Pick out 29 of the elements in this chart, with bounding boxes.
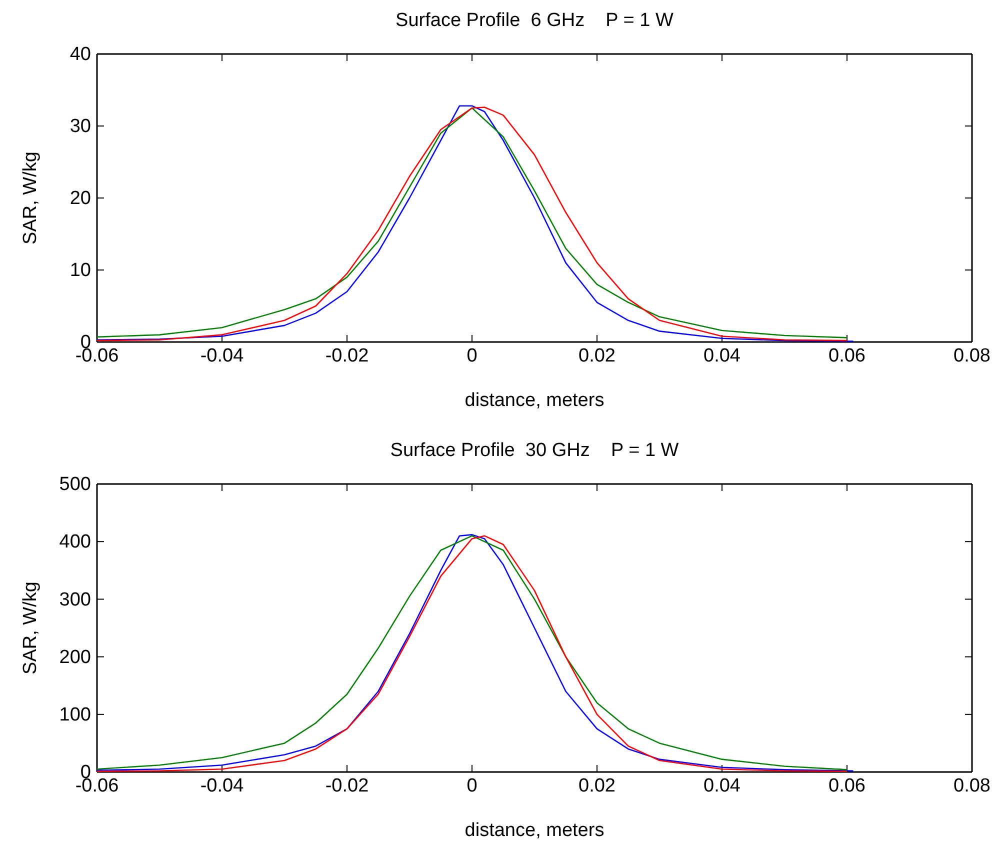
y-tick-label: 200 bbox=[59, 646, 91, 668]
x-tick-label: 0.04 bbox=[704, 345, 741, 366]
y-tick-label: 400 bbox=[59, 532, 91, 553]
x-axis-title: distance, meters bbox=[464, 820, 604, 841]
x-tick-label: 0.06 bbox=[828, 775, 866, 796]
x-tick-label: -0.04 bbox=[200, 345, 244, 366]
x-tick-label: 0 bbox=[466, 775, 478, 796]
y-tick-label: 300 bbox=[59, 589, 91, 610]
x-tick-label: 0 bbox=[466, 345, 478, 366]
x-tick-label: 0.06 bbox=[828, 345, 866, 366]
chart-title: Surface Profile 6 GHz P = 1 W bbox=[396, 10, 674, 31]
chart-title: Surface Profile 30 GHz P = 1 W bbox=[390, 440, 679, 461]
x-tick-label: 0.02 bbox=[578, 775, 616, 796]
y-tick-label: 20 bbox=[70, 188, 91, 210]
y-axis-title: SAR, W/kg bbox=[20, 152, 41, 244]
x-tick-label: 0.02 bbox=[578, 345, 616, 366]
y-tick-label: 100 bbox=[59, 704, 91, 726]
x-tick-label: 0.04 bbox=[704, 775, 741, 796]
y-tick-label: 40 bbox=[70, 44, 91, 66]
y-tick-label: 30 bbox=[70, 116, 91, 138]
x-tick-label: -0.02 bbox=[325, 775, 369, 796]
x-tick-label: 0.08 bbox=[954, 775, 990, 796]
x-tick-label: -0.04 bbox=[200, 775, 244, 796]
x-axis-title: distance, meters bbox=[464, 390, 604, 411]
y-tick-label: 10 bbox=[70, 260, 91, 282]
x-tick-label: -0.02 bbox=[325, 345, 369, 366]
y-axis-title: SAR, W/kg bbox=[20, 582, 41, 674]
x-tick-label: 0.08 bbox=[954, 345, 990, 366]
y-tick-label: 500 bbox=[59, 474, 91, 496]
